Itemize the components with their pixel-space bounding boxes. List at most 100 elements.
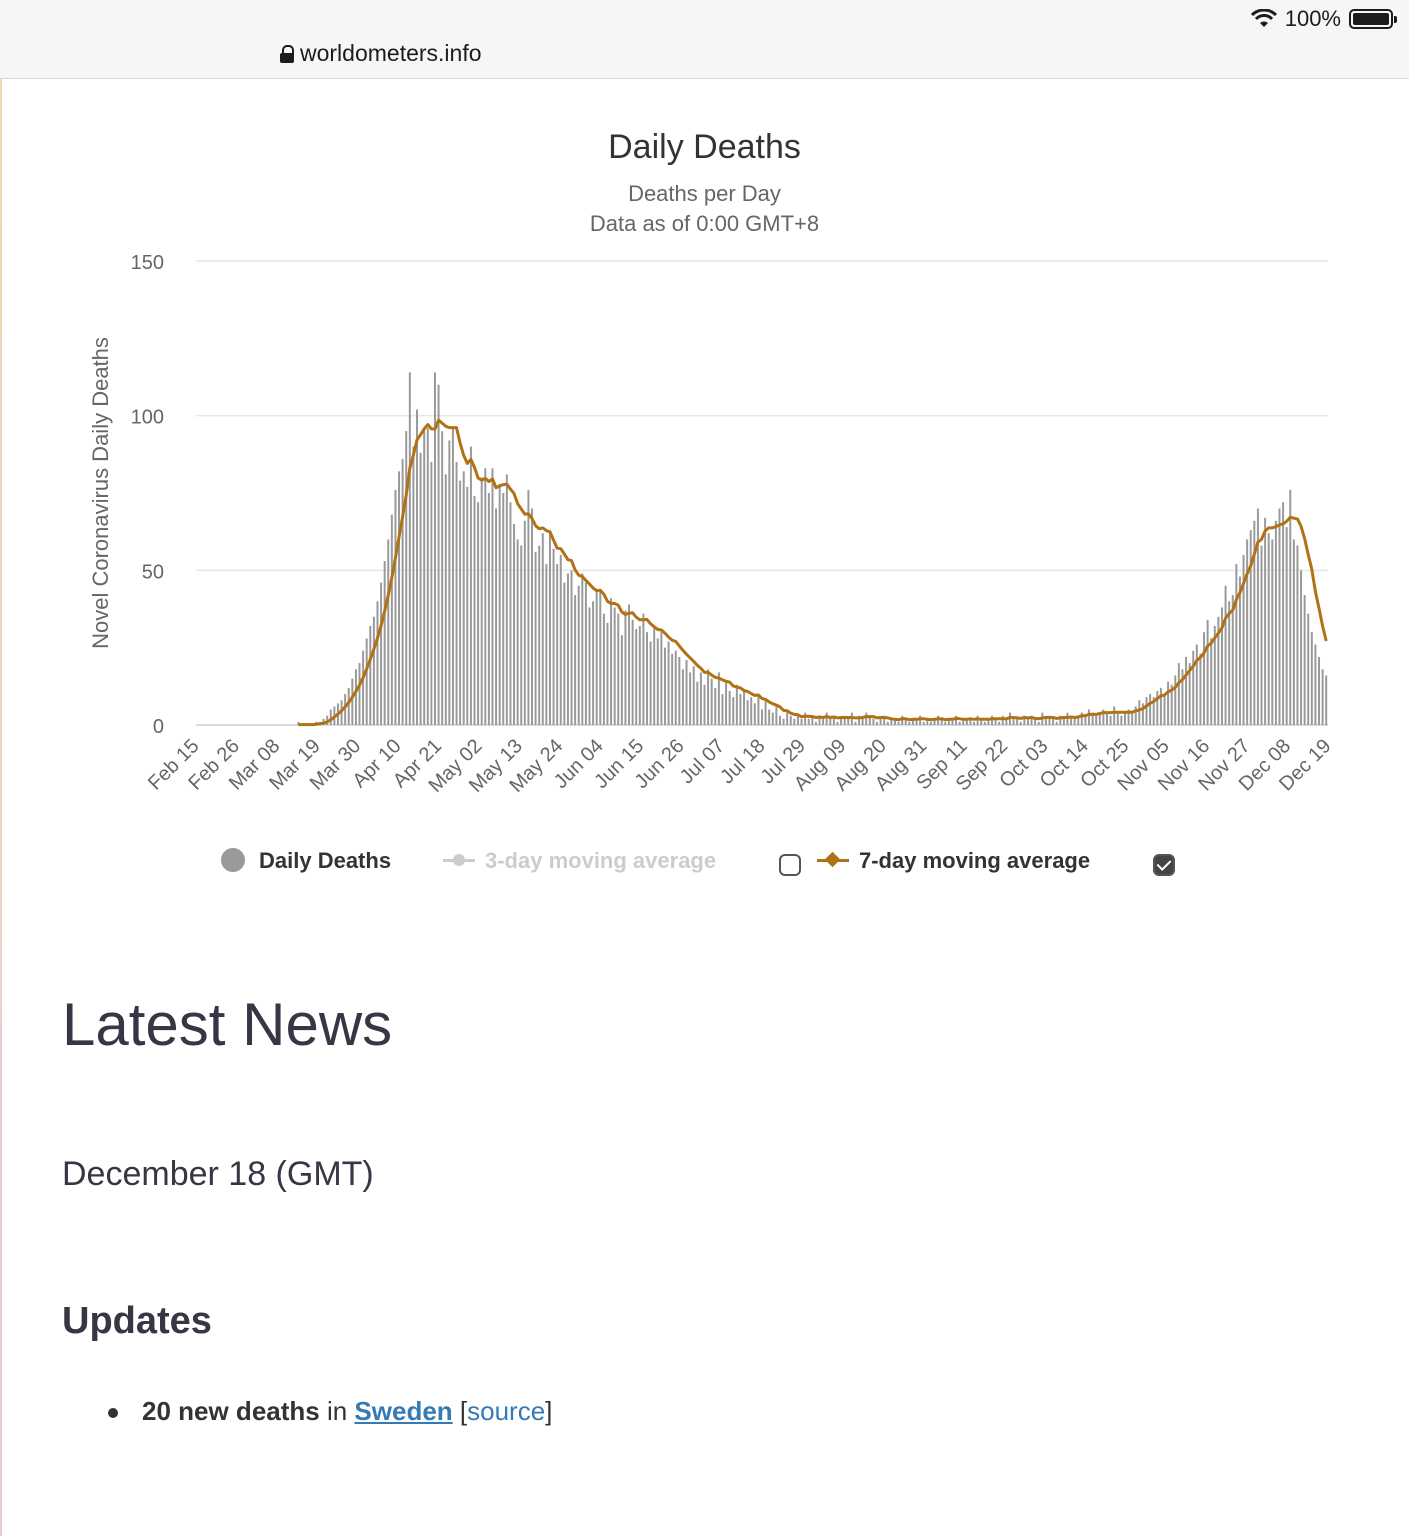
bar [599, 591, 602, 725]
bar [929, 721, 932, 725]
bar [362, 650, 365, 725]
bar [548, 530, 551, 725]
bar [814, 721, 817, 725]
bar [351, 678, 354, 725]
bar [829, 718, 832, 725]
bar [595, 588, 598, 725]
country-link[interactable]: Sweden [354, 1396, 453, 1426]
legend-daily-deaths-marker[interactable] [221, 848, 245, 872]
bar [387, 539, 390, 725]
bar [498, 483, 501, 725]
bar [1213, 626, 1216, 725]
bar [1289, 489, 1292, 725]
bar [1152, 697, 1155, 725]
bar [955, 715, 958, 725]
bar [678, 656, 681, 725]
bar [1238, 576, 1241, 725]
bar [1026, 718, 1029, 725]
x-tick-label: Jul 18 [716, 735, 769, 788]
bar [574, 595, 577, 725]
legend-3day-average[interactable]: 3-day moving average [485, 848, 717, 873]
updates-heading: Updates [62, 1300, 212, 1342]
bar [1088, 709, 1091, 725]
bar [570, 570, 573, 725]
legend-daily-deaths[interactable]: Daily Deaths [259, 848, 392, 873]
bar [577, 585, 580, 725]
bar [1113, 706, 1116, 725]
bar [717, 672, 720, 725]
bar [714, 687, 717, 725]
bar [1267, 533, 1270, 725]
bar [347, 687, 350, 725]
legend-3day-marker[interactable] [443, 854, 475, 866]
y-tick-label: 50 [142, 561, 164, 583]
bar [843, 715, 846, 725]
bar [915, 718, 918, 725]
address-bar[interactable]: worldometers.info [280, 40, 482, 67]
bar [1185, 656, 1188, 725]
bar [832, 715, 835, 725]
bar [602, 613, 605, 725]
url-text: worldometers.info [300, 40, 482, 66]
bar [581, 573, 584, 725]
death-count: 20 new deaths [142, 1396, 320, 1426]
bar [692, 666, 695, 725]
system-status: 100% [1250, 6, 1397, 32]
wifi-icon [1250, 9, 1277, 27]
bar [344, 694, 347, 725]
bar [800, 718, 803, 725]
bar [771, 712, 774, 725]
bar [893, 718, 896, 725]
bar [631, 619, 634, 725]
bar [937, 715, 940, 725]
bar [1307, 613, 1310, 725]
bar [1310, 632, 1313, 725]
bar [1149, 694, 1152, 725]
bar [901, 715, 904, 725]
bar [703, 684, 706, 725]
bar [872, 718, 875, 725]
bar [1210, 638, 1213, 725]
bar [886, 721, 889, 725]
bar [646, 632, 648, 725]
toggle-3day-checkbox[interactable] [779, 854, 801, 876]
bar [883, 715, 886, 725]
legend-7day-marker[interactable] [817, 859, 849, 862]
bar [1012, 718, 1015, 725]
bar [1163, 694, 1166, 725]
legend-7day-average[interactable]: 7-day moving average [859, 848, 1091, 873]
bar [372, 616, 375, 725]
bar [520, 545, 523, 725]
bar [1314, 644, 1317, 725]
bar [854, 721, 857, 725]
bar [1199, 653, 1202, 725]
bar [768, 709, 771, 725]
bar [804, 712, 807, 725]
source-link[interactable]: source [467, 1396, 546, 1426]
toggle-7day-checkbox[interactable] [1153, 854, 1175, 876]
bar [732, 697, 735, 725]
bar [847, 718, 850, 725]
bar [1120, 715, 1123, 725]
bar [739, 694, 742, 725]
bar [689, 672, 692, 725]
bar [527, 489, 530, 725]
bar [973, 721, 976, 725]
bar [329, 709, 332, 725]
battery-icon [1349, 9, 1397, 29]
bar [523, 520, 526, 725]
bar [1001, 715, 1004, 725]
lock-icon [280, 44, 294, 63]
bar [1077, 715, 1080, 725]
bar [998, 721, 1001, 725]
bar [369, 626, 372, 725]
bar [653, 626, 656, 725]
bar [778, 715, 781, 725]
bar [1181, 669, 1184, 725]
bar [789, 715, 792, 725]
bar [1170, 684, 1173, 725]
bar [380, 582, 383, 725]
bar [1019, 721, 1022, 725]
bar [1192, 650, 1195, 725]
